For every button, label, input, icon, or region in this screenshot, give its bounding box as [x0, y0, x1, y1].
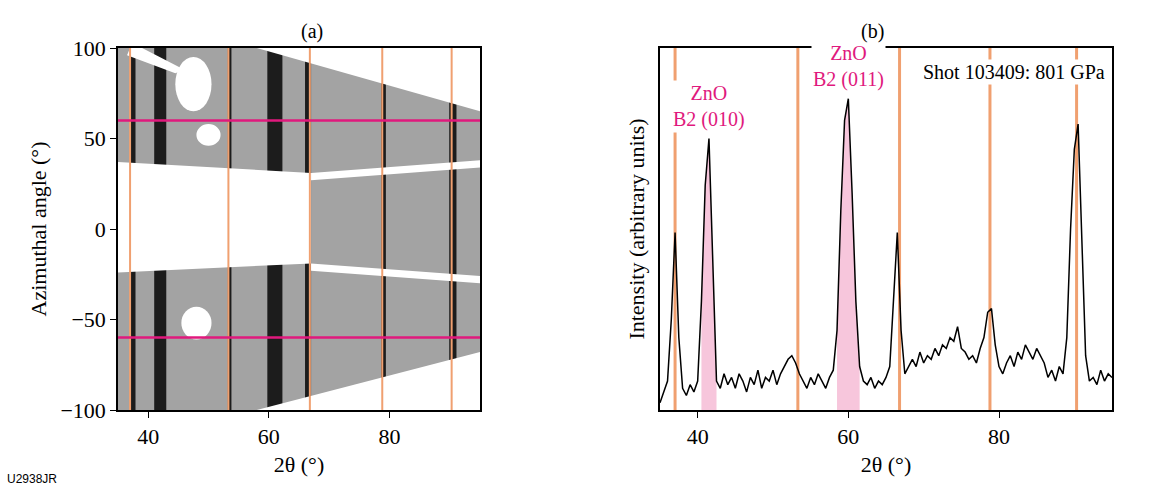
svg-text:60: 60: [837, 424, 859, 449]
svg-text:Azimuthal angle (°): Azimuthal angle (°): [26, 142, 51, 317]
svg-text:100: 100: [73, 36, 106, 61]
svg-text:−100: −100: [60, 398, 105, 423]
svg-text:2θ (°): 2θ (°): [861, 452, 912, 477]
svg-text:40: 40: [137, 424, 159, 449]
svg-text:50: 50: [84, 126, 106, 151]
svg-text:ZnOB2 (011): ZnOB2 (011): [813, 42, 884, 91]
svg-text:80: 80: [988, 424, 1010, 449]
svg-text:40: 40: [687, 424, 709, 449]
svg-text:(a): (a): [301, 20, 323, 43]
svg-text:Intensity (arbitrary units): Intensity (arbitrary units): [624, 118, 649, 339]
svg-text:60: 60: [258, 424, 280, 449]
svg-text:ZnOB2 (010): ZnOB2 (010): [673, 82, 745, 131]
svg-text:80: 80: [379, 424, 401, 449]
svg-text:0: 0: [95, 217, 106, 242]
svg-text:2θ (°): 2θ (°): [274, 452, 325, 477]
svg-text:U2938JR: U2938JR: [7, 472, 57, 486]
svg-text:Shot 103409: 801 GPa: Shot 103409: 801 GPa: [923, 61, 1105, 83]
svg-text:(b): (b): [861, 20, 884, 43]
svg-text:−50: −50: [71, 307, 105, 332]
